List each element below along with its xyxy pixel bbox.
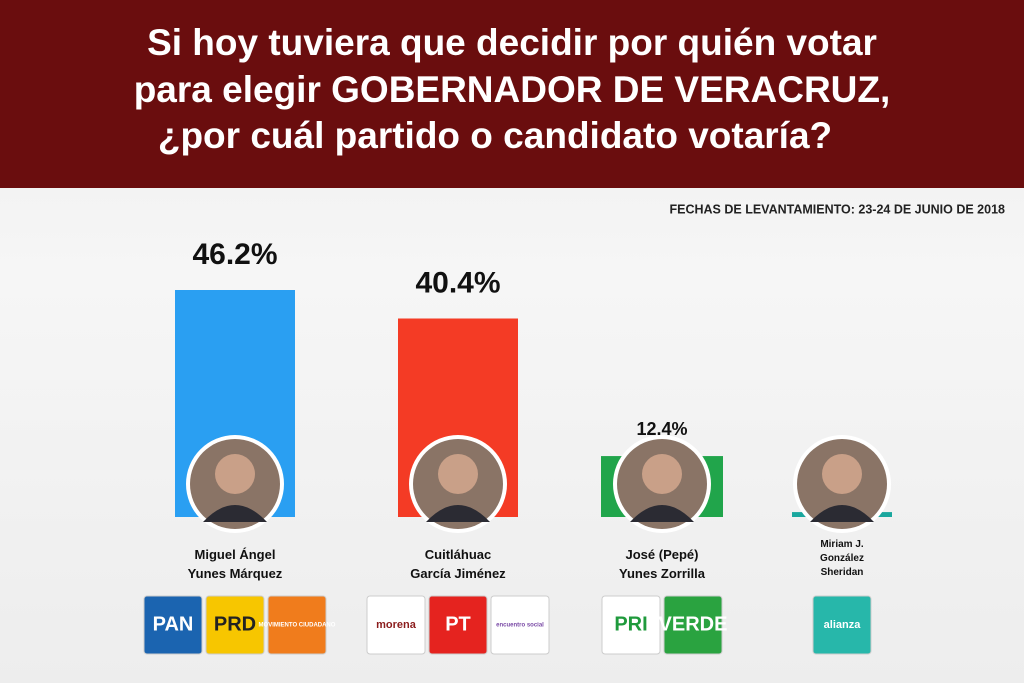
party-logo [490, 595, 550, 655]
party-label: PT [445, 613, 471, 635]
candidate-face [438, 454, 478, 494]
header-band [0, 0, 1024, 188]
party-logo [205, 595, 265, 655]
candidate-body [426, 505, 490, 522]
value-label: 12.4% [636, 419, 687, 439]
party-logo [143, 595, 203, 655]
party-label: VERDE [659, 613, 728, 635]
party-logo [663, 595, 723, 655]
candidate-body [203, 505, 267, 522]
candidate-body [630, 505, 694, 522]
candidate-body [810, 505, 874, 522]
subtitle: FECHAS DE LEVANTAMIENTO: 23-24 DE JUNIO … [670, 202, 1006, 216]
value-label: 40.4% [415, 266, 500, 299]
party-label: morena [376, 619, 417, 631]
candidate-face [215, 454, 255, 494]
title-line: para elegir GOBERNADOR DE VERACRUZ, [134, 69, 891, 110]
candidate-name: Miguel Ángel Yunes Márquez [187, 547, 283, 581]
party-label: PRD [214, 613, 256, 635]
party-logo [812, 595, 872, 655]
party-label: alianza [824, 619, 862, 631]
party-logo [428, 595, 488, 655]
value-label: 46.2% [192, 238, 277, 271]
title-line: ¿por cuál partido o candidato votaría? [158, 115, 832, 156]
title-line: Si hoy tuviera que decidir por quién vot… [147, 22, 877, 63]
candidate-name: Miriam J. González Sheridan [820, 539, 864, 578]
party-logo [267, 595, 327, 655]
party-label: encuentro social [496, 623, 544, 629]
candidate-face [642, 454, 682, 494]
party-label: PAN [153, 613, 194, 635]
party-label: PRI [614, 613, 647, 635]
party-logo [366, 595, 426, 655]
party-label: MOVIMIENTO CIUDADANO [259, 623, 336, 629]
party-logo [601, 595, 661, 655]
candidate-face [822, 454, 862, 494]
candidate-name: José (Pepé) Yunes Zorrilla [619, 547, 705, 581]
candidate-name: Cuitláhuac García Jiménez [410, 547, 506, 581]
